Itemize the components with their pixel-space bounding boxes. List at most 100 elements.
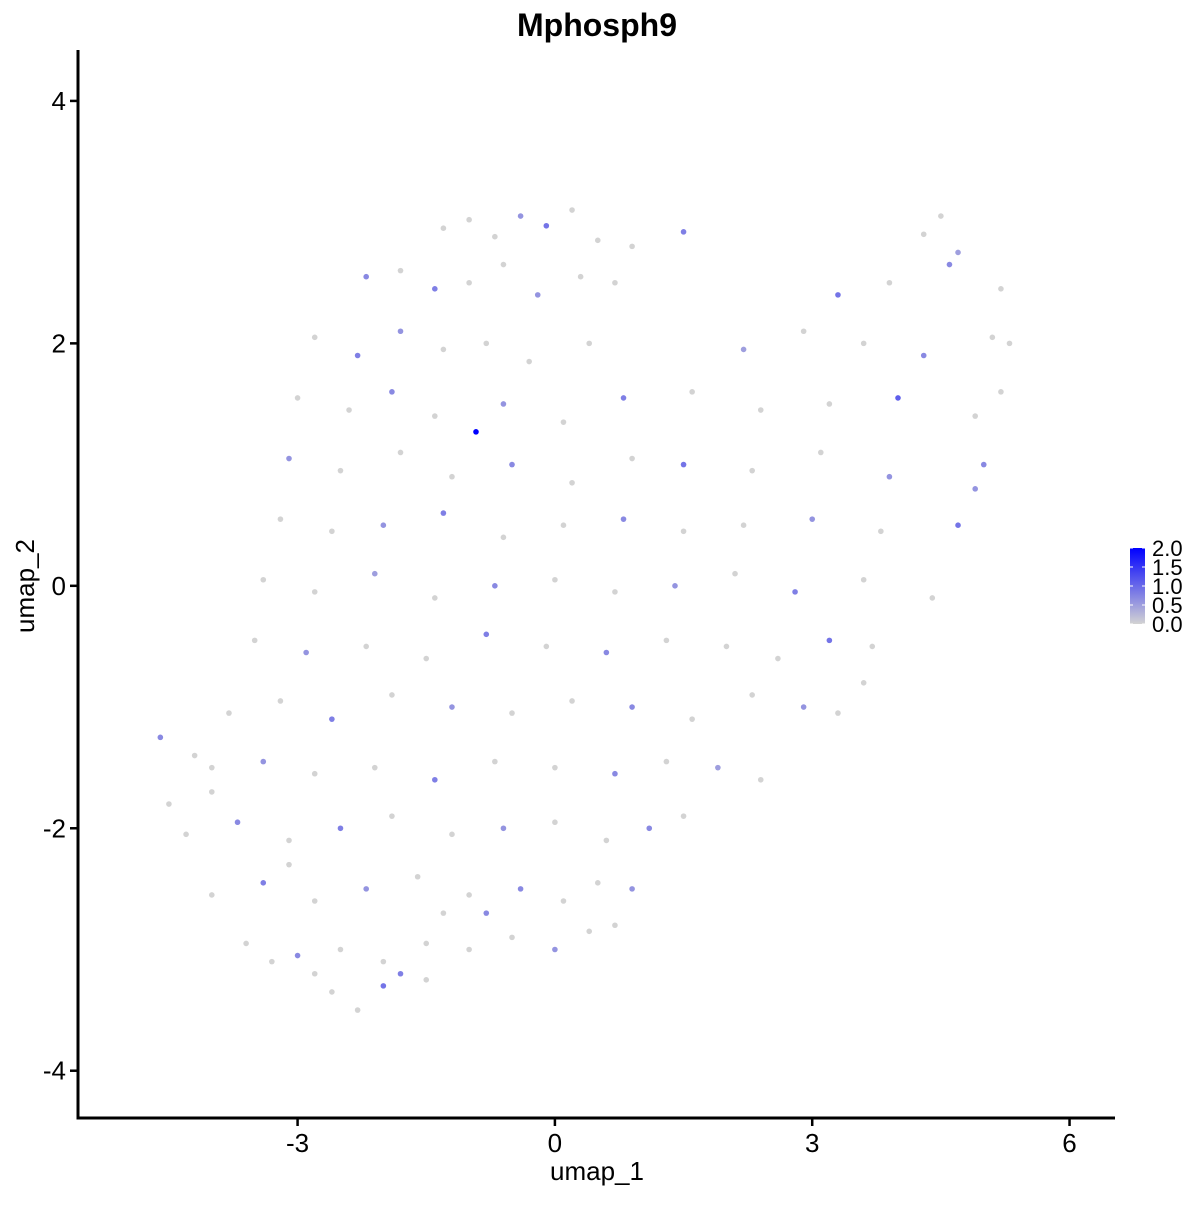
point: [835, 710, 841, 716]
point: [620, 395, 627, 401]
point: [449, 473, 455, 480]
point: [517, 213, 524, 219]
point: [371, 570, 378, 577]
point: [869, 643, 876, 650]
point: [792, 589, 798, 595]
colorbar-label: 1.0: [1152, 574, 1183, 599]
point: [440, 910, 447, 916]
point: [363, 886, 369, 892]
point: [835, 292, 841, 298]
point: [286, 455, 292, 462]
point: [715, 764, 721, 771]
point: [594, 237, 601, 244]
point: [552, 576, 558, 583]
chart-title: Mphosph9: [517, 7, 677, 43]
point: [311, 770, 318, 777]
point: [809, 516, 816, 522]
point: [492, 758, 498, 765]
point: [723, 643, 730, 650]
point: [243, 940, 249, 947]
point: [560, 522, 567, 529]
point: [629, 243, 635, 250]
point: [534, 292, 541, 298]
point: [329, 989, 335, 995]
point: [500, 825, 507, 832]
point: [277, 516, 284, 522]
point: [603, 649, 610, 656]
point: [492, 583, 498, 589]
point: [955, 249, 961, 256]
colorbar-label: 0.5: [1152, 593, 1183, 618]
point: [612, 770, 618, 777]
point: [689, 716, 695, 722]
point: [878, 528, 884, 535]
point: [183, 831, 189, 838]
point: [509, 934, 515, 941]
point: [440, 510, 447, 516]
point: [432, 286, 438, 292]
point: [543, 643, 550, 650]
point: [432, 776, 438, 783]
point: [560, 419, 567, 425]
point: [483, 910, 490, 916]
point: [929, 595, 936, 601]
point: [569, 207, 575, 213]
point: [552, 764, 558, 771]
point: [260, 758, 267, 765]
point: [998, 389, 1004, 395]
point: [226, 710, 232, 716]
x-tick-label: 0: [548, 1128, 562, 1158]
point: [586, 928, 593, 935]
point: [886, 279, 893, 286]
point: [1006, 340, 1013, 347]
point: [552, 819, 558, 826]
point: [500, 261, 507, 268]
point: [886, 473, 893, 480]
point: [277, 698, 284, 704]
point: [612, 922, 618, 929]
point: [157, 734, 164, 741]
point: [749, 467, 755, 474]
y-tick-label: -2: [43, 813, 66, 843]
y-tick-label: 0: [52, 571, 66, 601]
point: [432, 413, 438, 419]
y-axis-label: umap_2: [10, 539, 40, 633]
point: [860, 576, 867, 583]
colorbar: [1130, 548, 1145, 624]
point: [311, 589, 318, 595]
point: [500, 401, 507, 407]
point: [526, 358, 532, 365]
point: [449, 704, 455, 710]
y-tick-label: -4: [43, 1056, 66, 1086]
point: [732, 570, 738, 577]
point: [509, 461, 515, 468]
point: [612, 589, 618, 595]
point: [972, 486, 978, 492]
point: [397, 449, 404, 456]
point: [329, 528, 335, 535]
point: [663, 637, 670, 644]
x-tick-label: -3: [286, 1128, 309, 1158]
point: [603, 837, 610, 844]
point: [311, 898, 318, 904]
point: [337, 467, 344, 474]
point: [946, 261, 953, 268]
point: [989, 334, 996, 341]
colorbar-label: 2.0: [1152, 536, 1183, 561]
point: [517, 886, 524, 892]
point: [251, 637, 258, 644]
point: [594, 880, 601, 886]
point: [860, 679, 867, 686]
colorbar-label: 0.0: [1152, 612, 1183, 637]
point: [938, 213, 944, 219]
point: [440, 346, 447, 353]
point: [363, 273, 369, 280]
point: [166, 801, 172, 807]
point: [414, 873, 421, 880]
point: [998, 286, 1004, 292]
point: [311, 334, 318, 341]
point: [380, 522, 387, 529]
point: [209, 789, 215, 795]
point: [234, 819, 241, 826]
point: [389, 389, 395, 395]
